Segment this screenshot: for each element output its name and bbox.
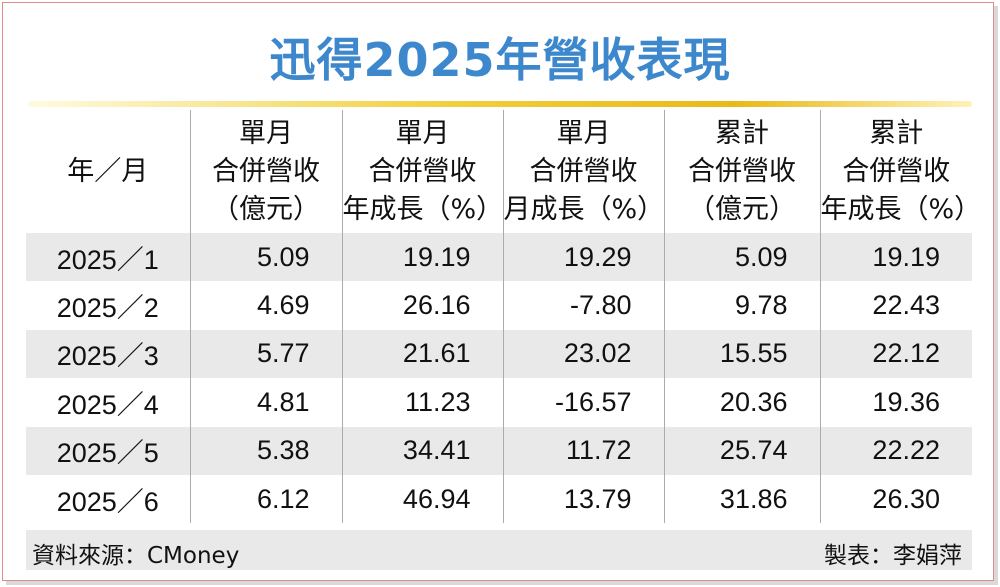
cell-value: 5.77 <box>189 329 342 379</box>
header-monthly-yoy: 單月 合併營收 年成長（%） <box>341 110 503 233</box>
cell-value: 11.72 <box>502 426 664 475</box>
header-cumulative-yoy: 累計 合併營收 年成長（%） <box>819 110 981 233</box>
cell-value: 9.78 <box>663 281 820 330</box>
cell-value: -7.80 <box>502 281 664 330</box>
cell-value: 21.61 <box>341 329 503 379</box>
cell-value: 22.22 <box>819 426 972 475</box>
table-row: 2025／4 4.81 11.23 -16.57 20.36 19.36 <box>26 378 972 427</box>
cell-period: 2025／4 <box>56 389 159 420</box>
cell-value: 5.09 <box>189 233 342 282</box>
cell-value: 15.55 <box>663 329 820 379</box>
cell-value: 4.81 <box>189 378 342 427</box>
cell-value: 19.29 <box>502 233 664 282</box>
cell-value: 20.36 <box>663 378 820 427</box>
cell-value: 6.12 <box>189 474 342 524</box>
source-note: 資料來源：CMoney <box>32 543 240 569</box>
cell-period: 2025／3 <box>26 329 190 379</box>
cell-value: 19.19 <box>819 233 972 282</box>
cell-value: 22.43 <box>819 281 972 330</box>
table-header-row: 年／月 單月 合併營收 （億元） 單月 合併營收 年成長（%） 單月 合併營收 … <box>26 110 981 233</box>
table-row: 2025／6 6.12 46.94 13.79 31.86 26.30 <box>26 474 972 524</box>
table-row: 2025／3 5.77 21.61 23.02 15.55 22.12 <box>26 329 972 379</box>
cell-value: 11.23 <box>341 378 503 427</box>
header-cumulative-revenue: 累計 合併營收 （億元） <box>663 110 820 233</box>
cell-period: 2025／6 <box>56 486 159 517</box>
table-row: 2025／5 5.38 34.41 11.72 25.74 22.22 <box>26 426 972 475</box>
header-year-month: 年／月 <box>67 155 149 187</box>
cell-value: 4.69 <box>189 281 342 330</box>
cell-value: 22.12 <box>819 329 972 379</box>
cell-value: -16.57 <box>502 378 664 427</box>
revenue-table: 年／月 單月 合併營收 （億元） 單月 合併營收 年成長（%） 單月 合併營收 … <box>26 110 981 524</box>
cell-period: 2025／1 <box>26 233 190 282</box>
cell-value: 5.09 <box>663 233 820 282</box>
cell-period: 2025／5 <box>26 426 190 475</box>
cell-value: 23.02 <box>502 329 664 379</box>
cell-period: 2025／2 <box>56 293 159 324</box>
footer-bar: 資料來源：CMoney 製表：李娟萍 <box>26 530 972 570</box>
title-underline <box>28 101 972 107</box>
cell-value: 26.30 <box>819 474 972 524</box>
cell-value: 19.19 <box>341 233 503 282</box>
table-row: 2025／1 5.09 19.19 19.29 5.09 19.19 <box>26 233 972 282</box>
table-row: 2025／2 4.69 26.16 -7.80 9.78 22.43 <box>26 281 972 330</box>
cell-value: 25.74 <box>663 426 820 475</box>
cell-value: 26.16 <box>341 281 503 330</box>
header-monthly-mom: 單月 合併營收 月成長（%） <box>502 110 664 233</box>
header-monthly-revenue: 單月 合併營收 （億元） <box>189 110 342 233</box>
cell-value: 19.36 <box>819 378 972 427</box>
cell-value: 34.41 <box>341 426 503 475</box>
cell-value: 31.86 <box>663 474 820 524</box>
page-title: 迅得2025年營收表現 <box>269 33 731 87</box>
cell-value: 13.79 <box>502 474 664 524</box>
author-note: 製表：李娟萍 <box>824 543 962 569</box>
cell-value: 46.94 <box>341 474 503 524</box>
cell-value: 5.38 <box>189 426 342 475</box>
